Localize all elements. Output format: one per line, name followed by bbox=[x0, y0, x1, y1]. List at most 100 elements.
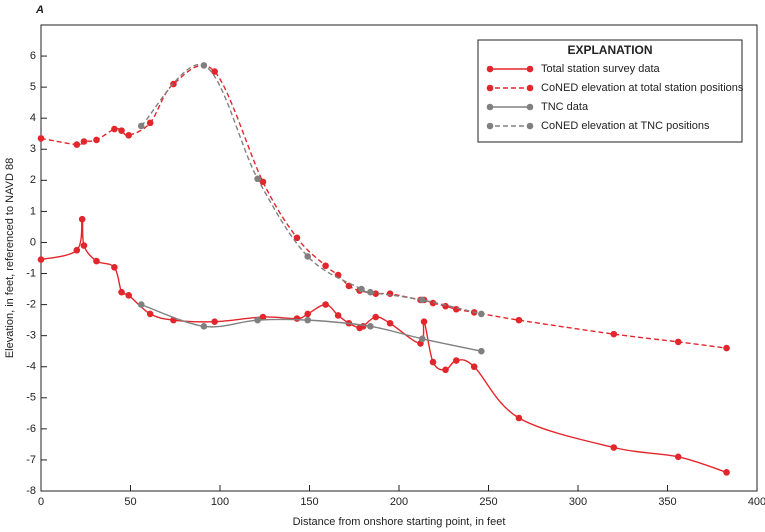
y-tick-label: -4 bbox=[26, 361, 36, 373]
data-point bbox=[37, 256, 45, 263]
legend-label: Total station survey data bbox=[541, 63, 661, 75]
y-tick-label: -1 bbox=[26, 267, 36, 279]
data-point bbox=[429, 358, 437, 366]
x-tick-label: 300 bbox=[569, 496, 587, 508]
data-point bbox=[200, 62, 208, 69]
y-tick-label: -8 bbox=[26, 485, 36, 497]
x-tick-label: 0 bbox=[38, 496, 44, 508]
data-point bbox=[211, 318, 218, 325]
y-tick-label: 4 bbox=[30, 112, 36, 124]
data-point bbox=[418, 335, 426, 343]
data-point bbox=[367, 323, 374, 330]
data-point bbox=[73, 141, 81, 148]
y-axis-label: Elevation, in feet, referenced to NAVD 8… bbox=[4, 158, 16, 358]
y-tick-label: 1 bbox=[30, 205, 36, 217]
data-point bbox=[125, 291, 133, 299]
y-tick-label: -5 bbox=[26, 392, 36, 404]
data-point bbox=[386, 290, 394, 298]
data-point bbox=[386, 319, 394, 327]
legend: EXPLANATION Total station survey data CoN… bbox=[477, 39, 744, 143]
data-point bbox=[674, 338, 682, 346]
data-point bbox=[125, 131, 133, 139]
data-point bbox=[118, 127, 125, 134]
legend-marker bbox=[486, 65, 494, 73]
data-point bbox=[293, 234, 301, 242]
data-point bbox=[146, 310, 154, 318]
y-tick-label: -2 bbox=[26, 299, 36, 311]
data-point bbox=[304, 316, 312, 324]
data-point bbox=[259, 313, 267, 321]
data-point bbox=[304, 310, 312, 318]
data-point bbox=[429, 299, 437, 307]
legend-label: TNC data bbox=[541, 101, 589, 113]
legend-marker bbox=[486, 84, 494, 92]
legend-marker bbox=[526, 65, 534, 73]
series-line bbox=[40, 218, 727, 474]
x-axis-label: Distance from onshore starting point, in… bbox=[293, 516, 506, 528]
y-tick-label: 5 bbox=[30, 81, 36, 93]
data-point bbox=[293, 315, 301, 322]
data-point bbox=[610, 444, 618, 451]
legend-marker bbox=[486, 122, 494, 130]
data-point bbox=[80, 138, 88, 145]
data-point bbox=[515, 316, 523, 324]
data-point bbox=[137, 301, 145, 308]
y-tick-label: 2 bbox=[30, 174, 36, 186]
x-tick-label: 250 bbox=[479, 496, 497, 508]
y-tick-label: -7 bbox=[26, 454, 36, 466]
legend-box bbox=[477, 39, 743, 143]
data-point bbox=[442, 302, 449, 310]
y-tick-label: 3 bbox=[30, 143, 36, 155]
data-point bbox=[37, 135, 45, 142]
x-tick-label: 50 bbox=[124, 496, 136, 508]
data-point bbox=[334, 312, 342, 319]
data-point bbox=[322, 301, 329, 308]
data-point bbox=[259, 178, 267, 186]
data-point bbox=[478, 347, 485, 355]
data-point bbox=[73, 246, 81, 254]
x-tick-label: 400 bbox=[748, 496, 765, 508]
data-point bbox=[442, 366, 449, 374]
x-tick-label: 350 bbox=[658, 496, 676, 508]
legend-marker bbox=[526, 84, 534, 92]
data-point bbox=[254, 175, 261, 183]
data-point bbox=[372, 313, 380, 321]
panel-label: A bbox=[35, 4, 44, 16]
data-point bbox=[452, 357, 460, 364]
data-point bbox=[610, 330, 618, 338]
data-point bbox=[470, 363, 478, 371]
data-point bbox=[78, 215, 86, 223]
legend-label: CoNED elevation at total station positio… bbox=[541, 82, 744, 94]
data-point bbox=[80, 242, 88, 249]
data-point bbox=[111, 264, 118, 271]
data-point bbox=[93, 136, 100, 144]
data-point bbox=[420, 318, 428, 325]
data-point bbox=[359, 323, 367, 330]
legend-label: CoNED elevation at TNC positions bbox=[541, 120, 710, 132]
x-tick-label: 100 bbox=[211, 496, 229, 508]
legend-marker bbox=[486, 103, 494, 111]
data-point bbox=[322, 262, 329, 270]
x-tick-label: 150 bbox=[300, 496, 318, 508]
data-point bbox=[254, 316, 261, 324]
legend-marker bbox=[526, 103, 534, 111]
data-point bbox=[723, 469, 730, 476]
data-point bbox=[118, 288, 125, 296]
series-line bbox=[140, 63, 482, 315]
y-tick-label: 0 bbox=[30, 236, 36, 248]
data-point bbox=[478, 310, 485, 318]
data-point bbox=[418, 296, 426, 304]
data-point bbox=[200, 323, 208, 330]
data-point bbox=[723, 344, 730, 352]
data-point bbox=[93, 257, 100, 265]
y-tick-label: -6 bbox=[26, 423, 36, 435]
y-tick-label: -3 bbox=[26, 330, 36, 342]
data-point bbox=[304, 253, 312, 260]
legend-title: EXPLANATION bbox=[567, 43, 652, 57]
data-point bbox=[211, 68, 218, 75]
legend-marker bbox=[526, 122, 534, 130]
x-tick-label: 200 bbox=[390, 496, 408, 508]
data-point bbox=[515, 414, 523, 422]
y-tick-label: 6 bbox=[30, 50, 36, 62]
